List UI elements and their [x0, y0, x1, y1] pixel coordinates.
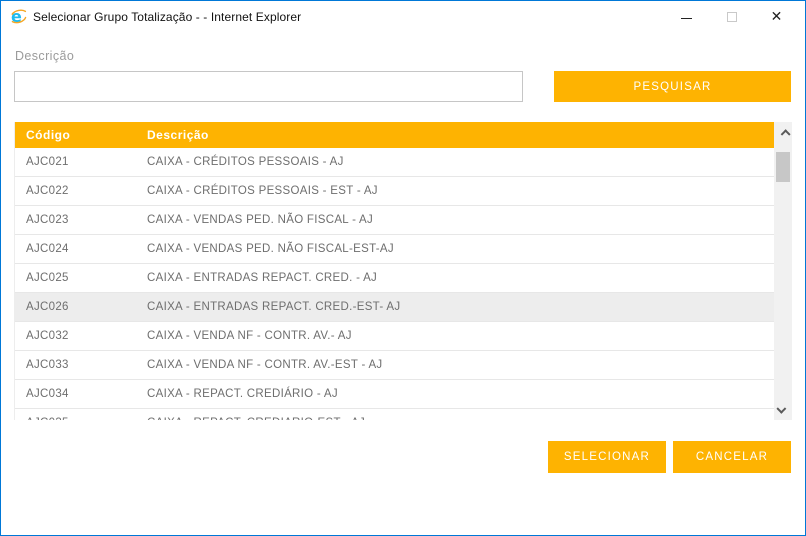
scroll-down-button[interactable] [774, 400, 792, 418]
descricao-label: Descrição [15, 49, 75, 63]
window-controls: ✕ [664, 1, 805, 32]
cell-codigo: AJC025 [26, 272, 69, 284]
cell-descricao: CAIXA - VENDA NF - CONTR. AV.- AJ [147, 330, 352, 342]
table-row[interactable]: AJC023 CAIXA - VENDAS PED. NÃO FISCAL - … [15, 206, 774, 235]
cell-descricao: CAIXA - REPACT. CREDIÁRIO - AJ [147, 388, 338, 400]
cell-descricao: CAIXA - CRÉDITOS PESSOAIS - EST - AJ [147, 185, 378, 197]
cell-descricao: CAIXA - CRÉDITOS PESSOAIS - AJ [147, 156, 344, 168]
cell-codigo: AJC022 [26, 185, 69, 197]
cell-codigo: AJC021 [26, 156, 69, 168]
svg-text:e: e [11, 8, 22, 25]
scrollbar-thumb[interactable] [776, 152, 790, 182]
close-button[interactable]: ✕ [770, 8, 783, 24]
window-title: Selecionar Grupo Totalização - - Interne… [33, 9, 302, 24]
cell-codigo: AJC026 [26, 301, 69, 313]
table-row[interactable]: AJC035 CAIXA - REPACT. CREDIARIO-EST - A… [15, 409, 774, 420]
table-row[interactable]: AJC033 CAIXA - VENDA NF - CONTR. AV.-EST… [15, 351, 774, 380]
table-row[interactable]: AJC032 CAIXA - VENDA NF - CONTR. AV.- AJ [15, 322, 774, 351]
internet-explorer-icon: e [10, 8, 27, 25]
maximize-button[interactable] [709, 1, 754, 32]
table-row[interactable]: AJC025 CAIXA - ENTRADAS REPACT. CRED. - … [15, 264, 774, 293]
cell-descricao: CAIXA - VENDAS PED. NÃO FISCAL - AJ [147, 214, 374, 226]
minimize-icon [681, 18, 692, 19]
descricao-input[interactable] [14, 71, 523, 102]
cell-codigo: AJC032 [26, 330, 69, 342]
minimize-button[interactable] [664, 1, 709, 32]
table-row[interactable]: AJC021 CAIXA - CRÉDITOS PESSOAIS - AJ [15, 148, 774, 177]
pesquisar-button[interactable]: PESQUISAR [554, 71, 791, 102]
cell-descricao: CAIXA - VENDAS PED. NÃO FISCAL-EST-AJ [147, 243, 394, 255]
results-table: Código Descrição AJC021 CAIXA - CRÉDITOS… [14, 122, 792, 420]
selecionar-button[interactable]: SELECIONAR [548, 441, 666, 473]
chevron-up-icon [780, 128, 791, 139]
table-row[interactable]: AJC026 CAIXA - ENTRADAS REPACT. CRED.-ES… [15, 293, 774, 322]
maximize-icon [726, 11, 737, 22]
column-header-descricao: Descrição [147, 128, 209, 142]
titlebar: e Selecionar Grupo Totalização - - Inter… [1, 1, 805, 32]
cell-codigo: AJC034 [26, 388, 69, 400]
table-row[interactable]: AJC022 CAIXA - CRÉDITOS PESSOAIS - EST -… [15, 177, 774, 206]
cell-descricao: CAIXA - ENTRADAS REPACT. CRED.-EST- AJ [147, 301, 401, 313]
chevron-down-icon [775, 403, 786, 414]
table-header: Código Descrição [15, 122, 774, 148]
table-row[interactable]: AJC034 CAIXA - REPACT. CREDIÁRIO - AJ [15, 380, 774, 409]
table-main: Código Descrição AJC021 CAIXA - CRÉDITOS… [14, 122, 774, 420]
column-header-codigo: Código [26, 128, 71, 142]
cell-codigo: AJC035 [15, 417, 147, 420]
table-body: AJC021 CAIXA - CRÉDITOS PESSOAIS - AJ AJ… [15, 148, 774, 420]
cell-descricao: CAIXA - REPACT. CREDIARIO-EST - AJ [147, 417, 774, 420]
scroll-up-button[interactable] [774, 124, 792, 142]
table-row[interactable]: AJC024 CAIXA - VENDAS PED. NÃO FISCAL-ES… [15, 235, 774, 264]
cancelar-button[interactable]: CANCELAR [673, 441, 791, 473]
cell-codigo: AJC033 [26, 359, 69, 371]
vertical-scrollbar[interactable] [774, 122, 792, 420]
cell-descricao: CAIXA - ENTRADAS REPACT. CRED. - AJ [147, 272, 378, 284]
cell-codigo: AJC024 [26, 243, 69, 255]
cell-codigo: AJC023 [26, 214, 69, 226]
cell-descricao: CAIXA - VENDA NF - CONTR. AV.-EST - AJ [147, 359, 383, 371]
